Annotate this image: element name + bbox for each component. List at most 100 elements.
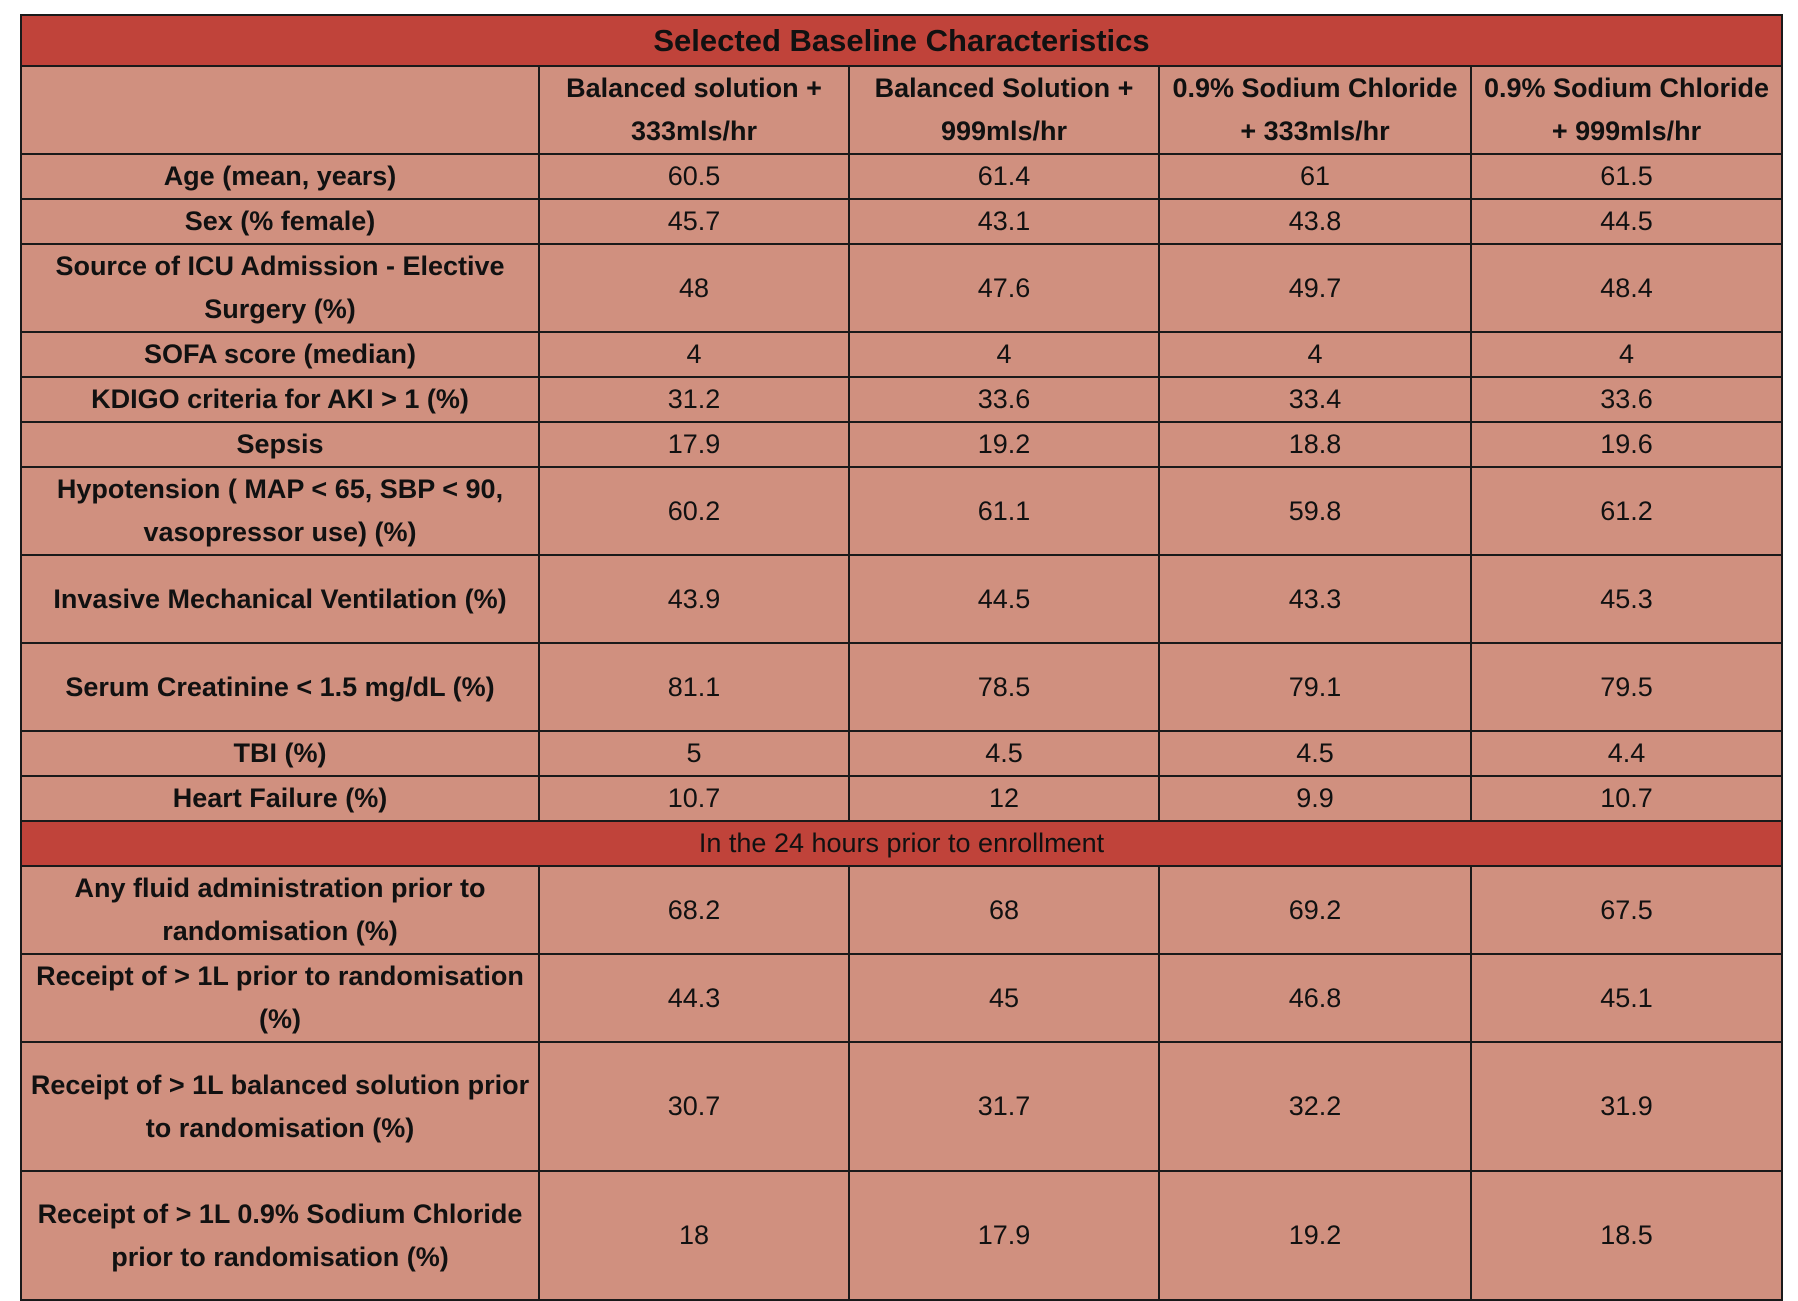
- row-label: Sepsis: [20, 421, 540, 468]
- row-label: Sex (% female): [20, 198, 540, 245]
- table-row: KDIGO criteria for AKI > 1 (%) 31.2 33.6…: [20, 376, 1784, 423]
- table-cell: 43.8: [1158, 198, 1472, 245]
- table-cell: 32.2: [1158, 1041, 1472, 1172]
- table-cell: 19.6: [1469, 421, 1784, 468]
- table-cell: 46.8: [1158, 953, 1472, 1043]
- table-title: Selected Baseline Characteristics: [19, 14, 1784, 67]
- table-cell: 44.3: [538, 953, 850, 1043]
- table-cell: 31.7: [848, 1041, 1160, 1172]
- table-cell: 19.2: [1158, 1170, 1472, 1301]
- table-cell: 33.6: [1469, 376, 1784, 423]
- table-row: Age (mean, years) 60.5 61.4 61 61.5: [20, 153, 1784, 200]
- section-header: In the 24 hours prior to enrollment: [19, 820, 1784, 867]
- table-cell: 17.9: [848, 1170, 1160, 1301]
- section-header-row: In the 24 hours prior to enrollment: [19, 820, 1784, 867]
- table-cell: 60.5: [538, 153, 850, 200]
- table-cell: 67.5: [1469, 865, 1784, 955]
- table-cell: 4.5: [848, 730, 1160, 777]
- table-cell: 44.5: [848, 554, 1160, 644]
- table-cell: 68.2: [538, 865, 850, 955]
- table-cell: 19.2: [848, 421, 1160, 468]
- table-row: Sepsis 17.9 19.2 18.8 19.6: [20, 421, 1784, 468]
- table-row: Receipt of > 1L 0.9% Sodium Chloride pri…: [20, 1170, 1784, 1301]
- column-header-blank: [20, 65, 540, 155]
- table-cell: 47.6: [848, 243, 1160, 333]
- table-cell: 43.1: [848, 198, 1160, 245]
- table-row: SOFA score (median) 4 4 4 4: [20, 331, 1784, 378]
- row-label: SOFA score (median): [20, 331, 540, 378]
- table-row: Source of ICU Admission - Elective Surge…: [20, 243, 1784, 333]
- table-row: TBI (%) 5 4.5 4.5 4.4: [20, 730, 1784, 777]
- table-cell: 44.5: [1469, 198, 1784, 245]
- table-cell: 5: [538, 730, 850, 777]
- table-cell: 10.7: [538, 775, 850, 822]
- table-cell: 61.5: [1469, 153, 1784, 200]
- table-cell: 33.4: [1158, 376, 1472, 423]
- table-title-row: Selected Baseline Characteristics: [19, 14, 1784, 67]
- row-label: Heart Failure (%): [20, 775, 540, 822]
- table-cell: 4: [1469, 331, 1784, 378]
- table-cell: 79.1: [1158, 642, 1472, 732]
- table-row: Receipt of > 1L prior to randomisation (…: [20, 953, 1784, 1043]
- column-header-row: Balanced solution + 333mls/hr Balanced S…: [20, 65, 1784, 155]
- column-header-balanced-999: Balanced Solution + 999mls/hr: [848, 65, 1160, 155]
- row-label: Hypotension ( MAP < 65, SBP < 90, vasopr…: [20, 466, 540, 556]
- table-cell: 45.1: [1469, 953, 1784, 1043]
- table-cell: 12: [848, 775, 1160, 822]
- table-cell: 10.7: [1469, 775, 1784, 822]
- table-cell: 59.8: [1158, 466, 1472, 556]
- table-cell: 61.4: [848, 153, 1160, 200]
- row-label: Receipt of > 1L balanced solution prior …: [20, 1041, 540, 1172]
- table-cell: 45.7: [538, 198, 850, 245]
- table-cell: 30.7: [538, 1041, 850, 1172]
- table-cell: 17.9: [538, 421, 850, 468]
- table-row: Hypotension ( MAP < 65, SBP < 90, vasopr…: [20, 466, 1784, 556]
- table-cell: 31.9: [1469, 1041, 1784, 1172]
- table-cell: 49.7: [1158, 243, 1472, 333]
- table-cell: 68: [848, 865, 1160, 955]
- row-label: Invasive Mechanical Ventilation (%): [20, 554, 540, 644]
- table-cell: 45.3: [1469, 554, 1784, 644]
- table-cell: 61.2: [1469, 466, 1784, 556]
- table-row: Serum Creatinine < 1.5 mg/dL (%) 81.1 78…: [20, 642, 1784, 732]
- table-row: Sex (% female) 45.7 43.1 43.8 44.5: [20, 198, 1784, 245]
- table-cell: 61.1: [848, 466, 1160, 556]
- table-cell: 43.3: [1158, 554, 1472, 644]
- row-label: KDIGO criteria for AKI > 1 (%): [20, 376, 540, 423]
- table-cell: 43.9: [538, 554, 850, 644]
- row-label: Any fluid administration prior to random…: [20, 865, 540, 955]
- table-cell: 78.5: [848, 642, 1160, 732]
- row-label: TBI (%): [20, 730, 540, 777]
- table-cell: 48.4: [1469, 243, 1784, 333]
- table-cell: 31.2: [538, 376, 850, 423]
- table-cell: 33.6: [848, 376, 1160, 423]
- table-cell: 81.1: [538, 642, 850, 732]
- table-cell: 18.8: [1158, 421, 1472, 468]
- table-cell: 18.5: [1469, 1170, 1784, 1301]
- row-label: Source of ICU Admission - Elective Surge…: [20, 243, 540, 333]
- table-row: Invasive Mechanical Ventilation (%) 43.9…: [20, 554, 1784, 644]
- column-header-saline-999: 0.9% Sodium Chloride + 999mls/hr: [1469, 65, 1784, 155]
- table-cell: 79.5: [1469, 642, 1784, 732]
- table-cell: 9.9: [1158, 775, 1472, 822]
- table-cell: 4.5: [1158, 730, 1472, 777]
- table-cell: 18: [538, 1170, 850, 1301]
- table-cell: 4: [848, 331, 1160, 378]
- table-row: Receipt of > 1L balanced solution prior …: [20, 1041, 1784, 1172]
- table-row: Heart Failure (%) 10.7 12 9.9 10.7: [20, 775, 1784, 822]
- table-cell: 69.2: [1158, 865, 1472, 955]
- table-cell: 4: [1158, 331, 1472, 378]
- column-header-saline-333: 0.9% Sodium Chloride + 333mls/hr: [1158, 65, 1472, 155]
- row-label: Age (mean, years): [20, 153, 540, 200]
- table-cell: 48: [538, 243, 850, 333]
- row-label: Serum Creatinine < 1.5 mg/dL (%): [20, 642, 540, 732]
- table-cell: 4: [538, 331, 850, 378]
- table-cell: 45: [848, 953, 1160, 1043]
- row-label: Receipt of > 1L prior to randomisation (…: [20, 953, 540, 1043]
- table-cell: 61: [1158, 153, 1472, 200]
- row-label: Receipt of > 1L 0.9% Sodium Chloride pri…: [20, 1170, 540, 1301]
- table-cell: 60.2: [538, 466, 850, 556]
- table-cell: 4.4: [1469, 730, 1784, 777]
- table-row: Any fluid administration prior to random…: [20, 865, 1784, 955]
- column-header-balanced-333: Balanced solution + 333mls/hr: [538, 65, 850, 155]
